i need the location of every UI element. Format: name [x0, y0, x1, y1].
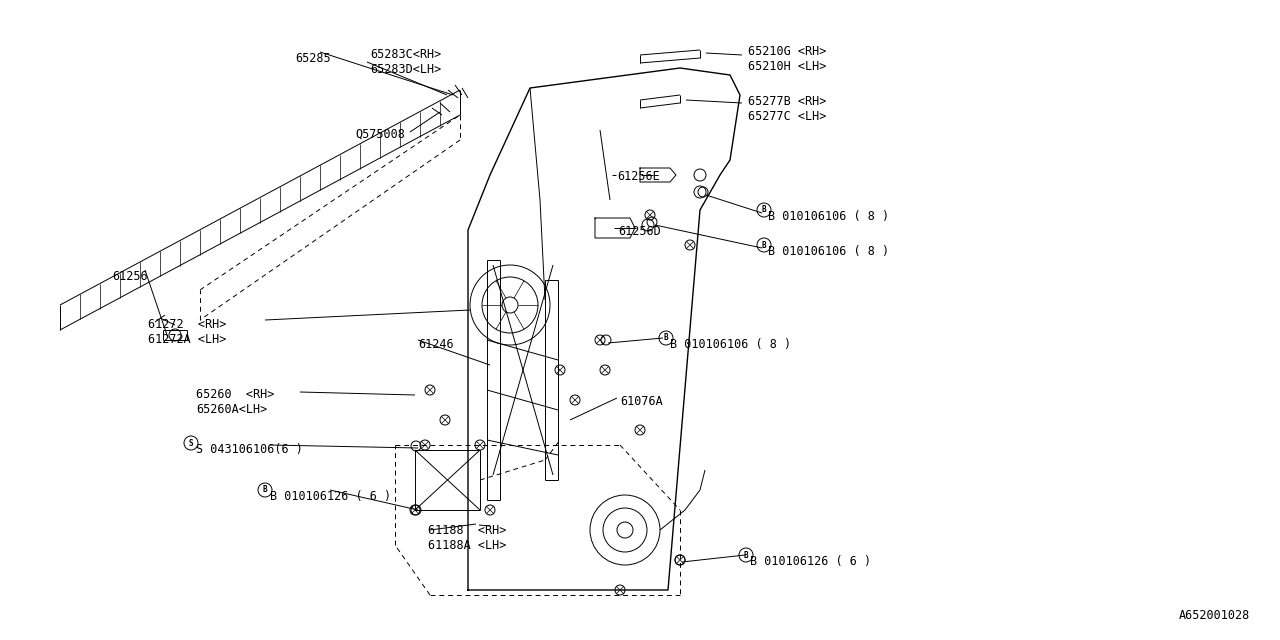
Text: S 043106106(6 ): S 043106106(6 )	[196, 443, 303, 456]
Text: 61076A: 61076A	[620, 395, 663, 408]
Text: B: B	[762, 241, 767, 250]
Text: Q575008: Q575008	[355, 128, 404, 141]
Text: A652001028: A652001028	[1179, 609, 1251, 622]
Text: B: B	[744, 550, 749, 559]
Text: 65210H <LH>: 65210H <LH>	[748, 60, 827, 73]
Text: 61256: 61256	[113, 270, 147, 283]
Text: 61272A <LH>: 61272A <LH>	[148, 333, 227, 346]
Text: 65283D<LH>: 65283D<LH>	[370, 63, 442, 76]
Text: B 010106106 ( 8 ): B 010106106 ( 8 )	[768, 210, 890, 223]
Text: 65277C <LH>: 65277C <LH>	[748, 110, 827, 123]
Text: B 010106106 ( 8 ): B 010106106 ( 8 )	[768, 245, 890, 258]
Text: 65260A<LH>: 65260A<LH>	[196, 403, 268, 416]
Text: 65283C<RH>: 65283C<RH>	[370, 48, 442, 61]
Text: 65210G <RH>: 65210G <RH>	[748, 45, 827, 58]
Text: B: B	[664, 333, 668, 342]
Text: 61188A <LH>: 61188A <LH>	[428, 539, 507, 552]
Text: B 010106126 ( 6 ): B 010106126 ( 6 )	[750, 555, 872, 568]
Text: B 010106106 ( 8 ): B 010106106 ( 8 )	[669, 338, 791, 351]
Text: B: B	[262, 486, 268, 495]
Text: 61188  <RH>: 61188 <RH>	[428, 524, 507, 537]
Text: B: B	[762, 205, 767, 214]
Text: 61256E: 61256E	[617, 170, 659, 183]
Text: 65260  <RH>: 65260 <RH>	[196, 388, 274, 401]
Text: S: S	[188, 438, 193, 447]
Text: 65277B <RH>: 65277B <RH>	[748, 95, 827, 108]
Text: 61256D: 61256D	[618, 225, 660, 238]
Text: 65285: 65285	[294, 52, 330, 65]
Text: 61272  <RH>: 61272 <RH>	[148, 318, 227, 331]
Text: 61246: 61246	[419, 338, 453, 351]
Text: B 010106126 ( 6 ): B 010106126 ( 6 )	[270, 490, 392, 503]
